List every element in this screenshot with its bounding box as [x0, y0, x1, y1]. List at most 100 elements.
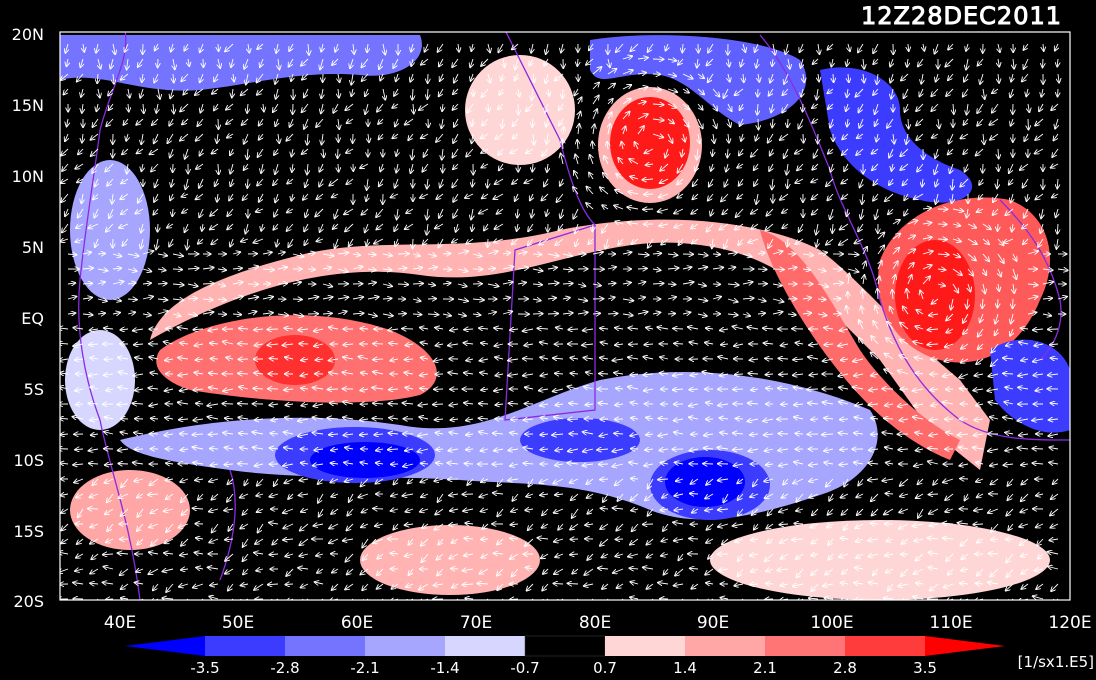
wind-vector-arrow: [214, 73, 218, 82]
wind-vector-arrow: [689, 539, 699, 540]
wind-vector-arrow: [683, 133, 685, 142]
wind-vector-arrow: [873, 88, 879, 95]
wind-vector-arrow: [637, 268, 647, 269]
wind-vector-arrow: [887, 118, 894, 128]
wind-vector-arrow: [643, 209, 654, 210]
wind-vector-arrow: [453, 133, 459, 143]
wind-vector-arrow: [185, 148, 188, 159]
wind-vector-arrow: [453, 103, 459, 110]
wind-vector-arrow: [319, 163, 323, 172]
wind-vector-arrow: [989, 118, 999, 125]
wind-vector-arrow: [140, 88, 143, 98]
colorbar-swatch: [605, 636, 685, 656]
wind-vector-arrow: [77, 73, 84, 82]
wind-vector-arrow: [136, 118, 144, 125]
wind-vector-arrow: [466, 148, 474, 157]
wind-vector-arrow: [637, 114, 648, 120]
longitude-axis: 40E 50E 60E 70E 80E 90E 100E 110E 120E: [104, 613, 1092, 633]
wind-vector-arrow: [998, 148, 999, 159]
wind-vector-arrow: [97, 73, 98, 83]
wind-vector-arrow: [900, 148, 909, 156]
wind-vector-arrow: [919, 88, 923, 96]
wind-vector-arrow: [135, 449, 144, 450]
wind-vector-arrow: [442, 148, 443, 160]
wind-vector-arrow: [846, 103, 848, 111]
wind-vector-arrow: [126, 133, 128, 141]
lat-label: 20N: [12, 25, 44, 44]
wind-vector-arrow: [559, 103, 563, 110]
wind-vector-arrow: [800, 43, 804, 52]
wind-vector-arrow: [81, 88, 83, 97]
wind-vector-arrow: [323, 148, 324, 157]
wind-vector-arrow: [471, 43, 473, 51]
wind-vector-arrow: [973, 524, 984, 525]
wind-vector-arrow: [690, 494, 699, 495]
wind-vector-arrow: [488, 238, 489, 247]
wind-vector-arrow: [383, 88, 385, 100]
colorbar-swatch: [205, 636, 285, 656]
wind-vector-arrow: [452, 148, 459, 157]
wind-vector-arrow: [212, 88, 219, 94]
wind-vector-arrow: [196, 133, 204, 141]
positive-vorticity-bay-of-bengal-strip: [760, 230, 960, 460]
wind-vector-arrow: [91, 148, 99, 156]
wind-vector-arrow: [980, 73, 983, 84]
colorbar-unit-label: [1/sx1.E5]: [1018, 653, 1094, 671]
wind-vector-arrow: [127, 163, 128, 174]
wind-vector-arrow: [592, 142, 593, 150]
wind-vector-arrow: [171, 43, 173, 52]
wind-vector-arrow: [547, 314, 558, 315]
wind-vector-arrow: [918, 58, 924, 66]
wind-vector-arrow: [532, 254, 541, 255]
wind-vector-arrow: [170, 148, 173, 158]
wind-vector-arrow: [113, 73, 114, 84]
wind-vector-arrow: [667, 59, 676, 61]
wind-vector-arrow: [238, 404, 249, 405]
wind-vector-arrow: [890, 73, 893, 83]
wind-vector-arrow: [667, 314, 675, 315]
wind-vector-arrow: [949, 133, 954, 144]
wind-vector-arrow: [170, 88, 173, 98]
wind-vector-arrow: [276, 43, 278, 53]
wind-vector-arrow: [405, 118, 414, 125]
wind-vector-arrow: [495, 133, 504, 139]
wind-vector-arrow: [143, 103, 144, 113]
wind-vector-arrow: [513, 134, 519, 139]
wind-vector-arrow: [546, 43, 548, 54]
wind-vector-arrow: [697, 148, 698, 160]
wind-vector-arrow: [304, 118, 309, 129]
wind-vector-arrow: [290, 118, 294, 127]
wind-vector-arrow: [98, 88, 100, 98]
wind-vector-arrow: [751, 148, 759, 157]
wind-vector-arrow: [96, 103, 98, 111]
wind-vector-arrow: [607, 69, 617, 75]
colorbar-swatch: [685, 636, 765, 656]
wind-vector-arrow: [158, 223, 159, 232]
wind-vector-arrow: [784, 148, 789, 158]
wind-vector-arrow: [413, 238, 414, 248]
wind-vector-arrow: [1023, 43, 1029, 50]
wind-vector-arrow: [795, 433, 804, 434]
wind-vector-arrow: [365, 88, 368, 96]
wind-vector-arrow: [410, 73, 413, 82]
wind-vector-arrow: [728, 118, 731, 127]
lon-label: 90E: [697, 613, 729, 633]
right-arrow-triangle-icon: [925, 636, 1005, 656]
wind-vector-arrow: [200, 103, 203, 113]
wind-vector-arrow: [768, 133, 774, 143]
wind-vector-arrow: [859, 118, 863, 128]
wind-vector-arrow: [75, 163, 84, 169]
wind-vector-arrow: [1013, 298, 1014, 308]
wind-vector-arrow: [181, 73, 189, 81]
wind-vector-arrow: [332, 58, 339, 65]
wind-vector-arrow: [607, 142, 608, 150]
wind-vector-arrow: [383, 43, 385, 55]
wind-vector-arrow: [682, 89, 689, 93]
wind-vector-arrow: [510, 148, 519, 153]
wind-vector-arrow: [863, 289, 864, 300]
wind-vector-arrow: [607, 84, 615, 90]
wind-vector-arrow: [728, 73, 730, 82]
lon-label: 120E: [1048, 613, 1091, 633]
wind-vector-arrow: [978, 58, 984, 66]
lon-label: 80E: [579, 613, 611, 633]
